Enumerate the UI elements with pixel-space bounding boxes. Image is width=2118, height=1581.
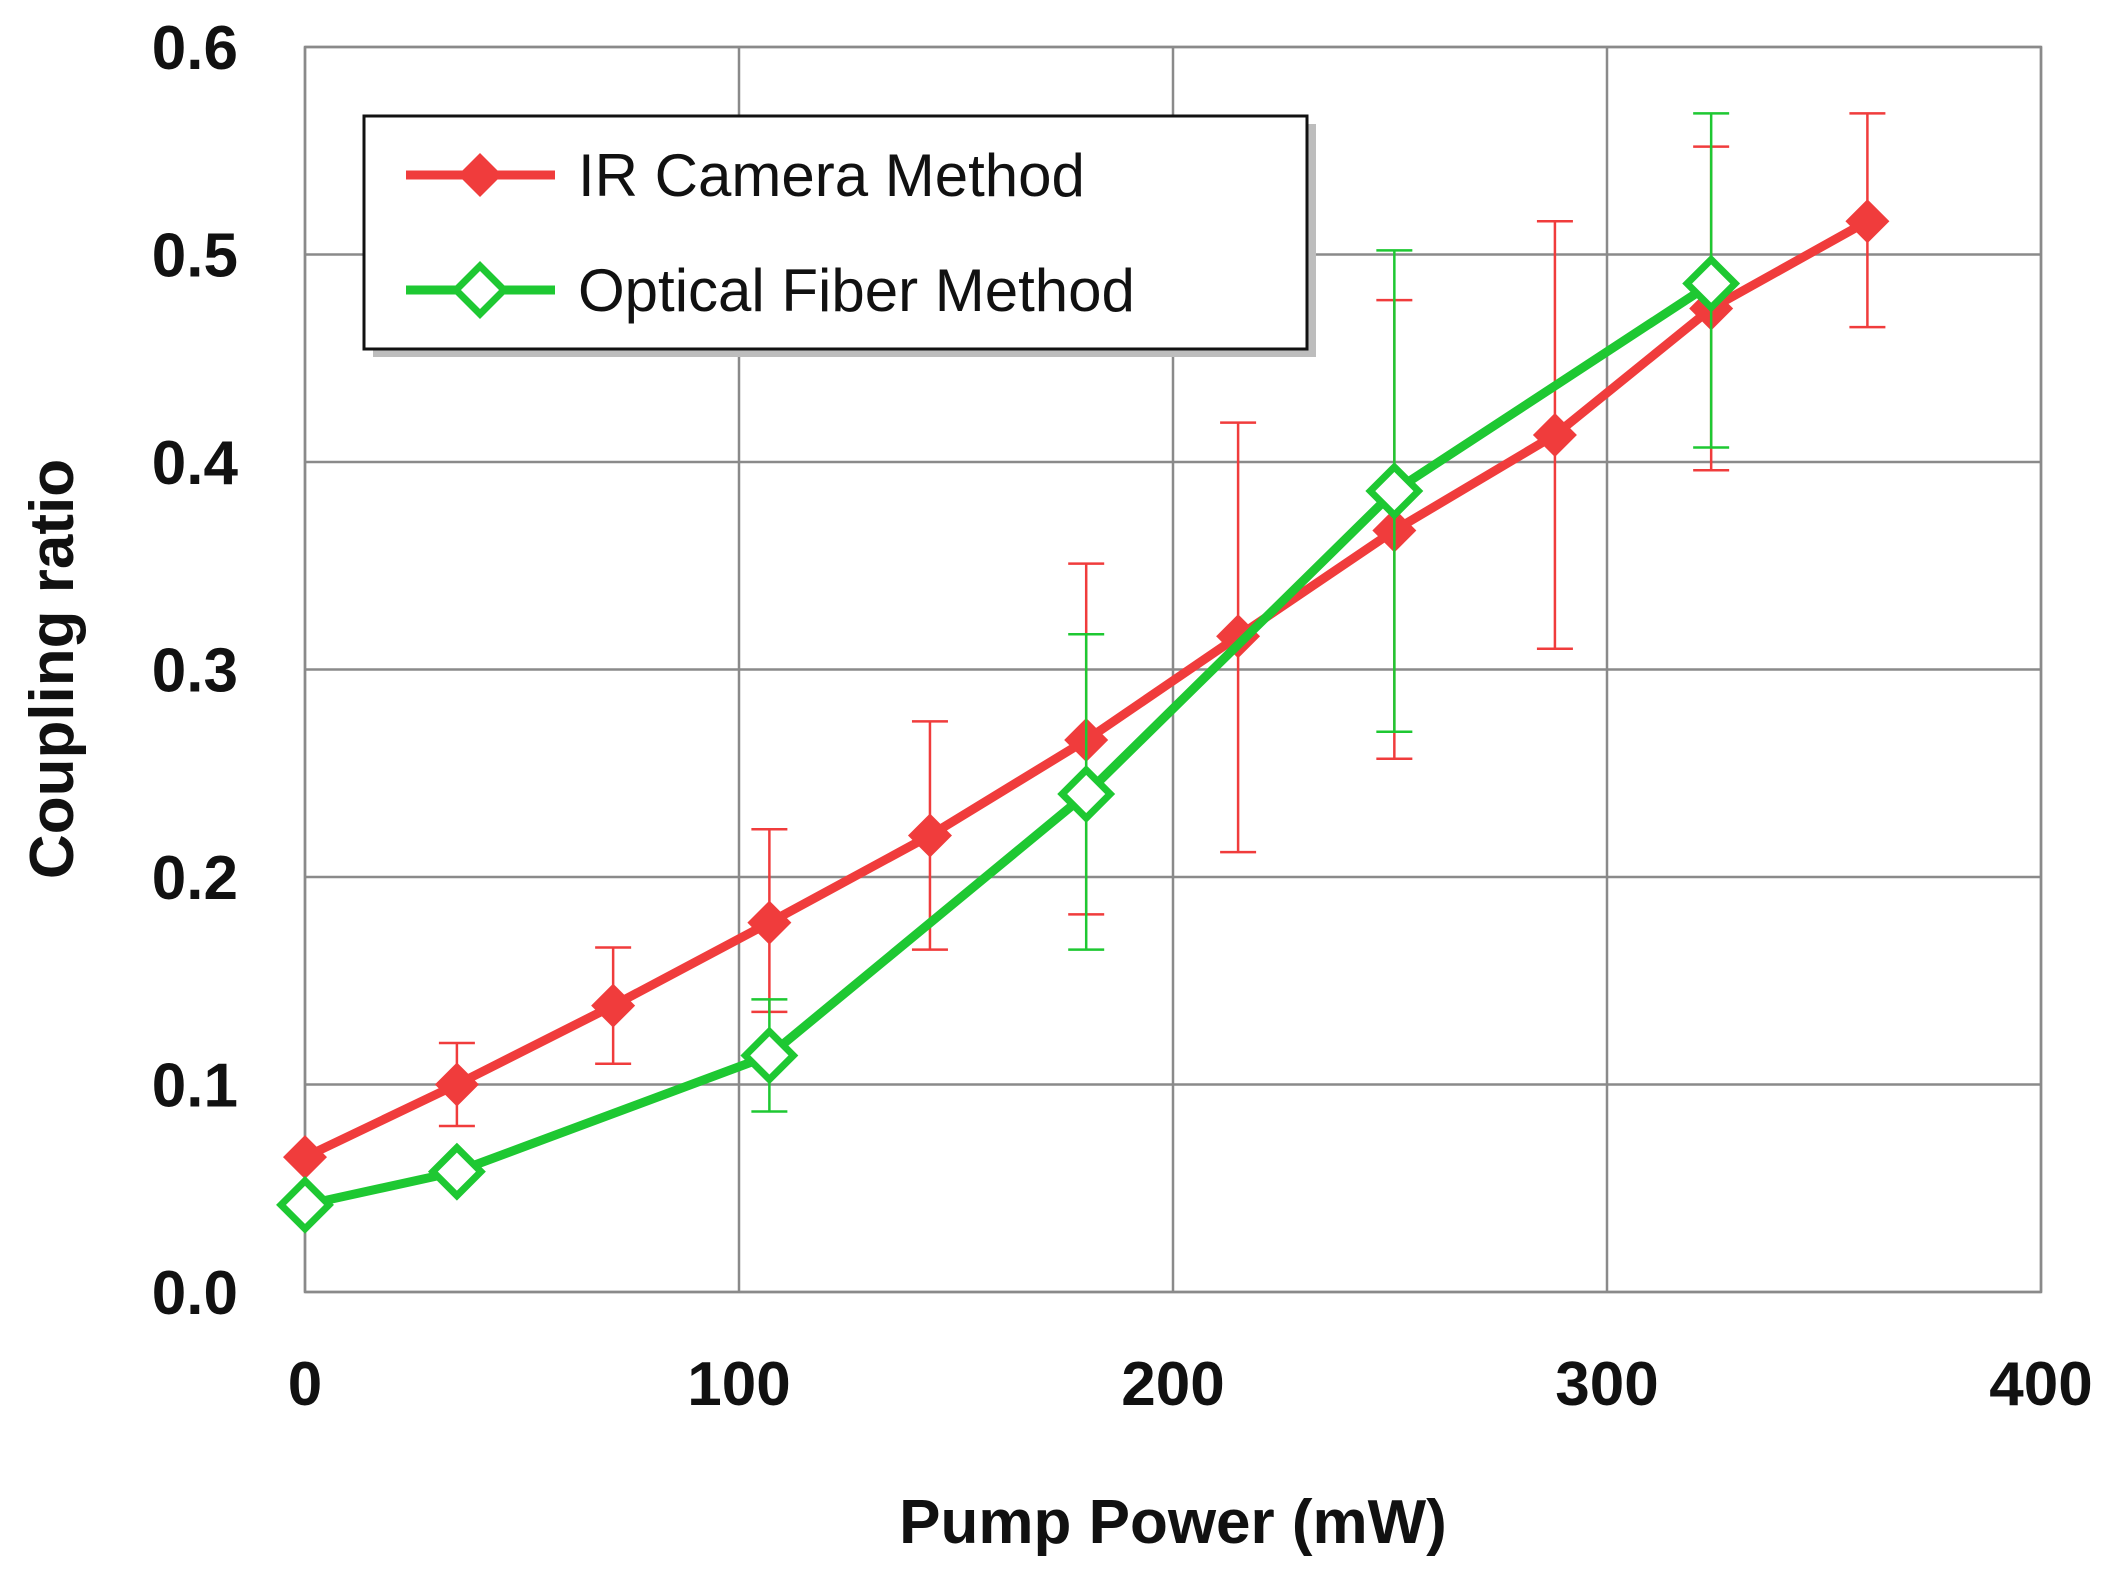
- series-layer: [276, 112, 1890, 1234]
- data-point-marker: [427, 1142, 486, 1201]
- x-tick-labels: 0 100 200 300 400: [288, 1350, 2093, 1419]
- series-optical-fiber: [276, 112, 1741, 1234]
- data-point-marker: [1057, 765, 1116, 823]
- data-point-marker: [740, 1026, 799, 1085]
- data-point-marker: [1216, 614, 1261, 659]
- data-point-marker: [1365, 462, 1424, 520]
- data-point-marker: [907, 813, 952, 858]
- y-axis-title: Coupling ratio: [18, 459, 87, 879]
- legend-box: [362, 114, 1309, 351]
- data-point-marker: [591, 983, 636, 1028]
- data-point-marker: [276, 1175, 334, 1234]
- y-tick-label: 0.1: [152, 1052, 238, 1121]
- series-line: [304, 279, 1714, 1210]
- data-point-marker: [1682, 254, 1741, 313]
- x-tick-label: 300: [1555, 1350, 1658, 1419]
- x-tick-label: 100: [687, 1350, 790, 1419]
- data-point-marker: [1845, 199, 1890, 244]
- legend-marker-optical-fiber: [451, 261, 509, 319]
- plot-frame: [303, 45, 2043, 1294]
- y-tick-label: 0.3: [152, 637, 238, 706]
- legend-label-ir-camera: IR Camera Method: [578, 142, 1085, 209]
- x-tick-label: 200: [1121, 1350, 1224, 1419]
- data-point-marker: [283, 1135, 327, 1180]
- data-point-marker: [747, 900, 792, 945]
- y-tick-label: 0.5: [152, 222, 238, 291]
- x-tick-label: 400: [1989, 1350, 2092, 1419]
- data-point-marker: [434, 1062, 479, 1107]
- legend: IR Camera Method Optical Fiber Method: [362, 114, 1316, 357]
- y-tick-labels: 0.0 0.1 0.2 0.3 0.4 0.5 0.6: [152, 14, 239, 1328]
- data-point-marker: [1532, 413, 1577, 458]
- y-tick-label: 0.2: [152, 844, 238, 913]
- x-tick-label: 0: [288, 1350, 322, 1419]
- y-tick-label: 0.4: [152, 429, 239, 498]
- legend-label-optical-fiber: Optical Fiber Method: [578, 257, 1135, 324]
- legend-marker-ir-camera: [458, 153, 502, 197]
- x-axis-title: Pump Power (mW): [899, 1488, 1447, 1557]
- y-tick-label: 0.6: [152, 14, 238, 83]
- y-tick-label: 0.0: [152, 1259, 238, 1328]
